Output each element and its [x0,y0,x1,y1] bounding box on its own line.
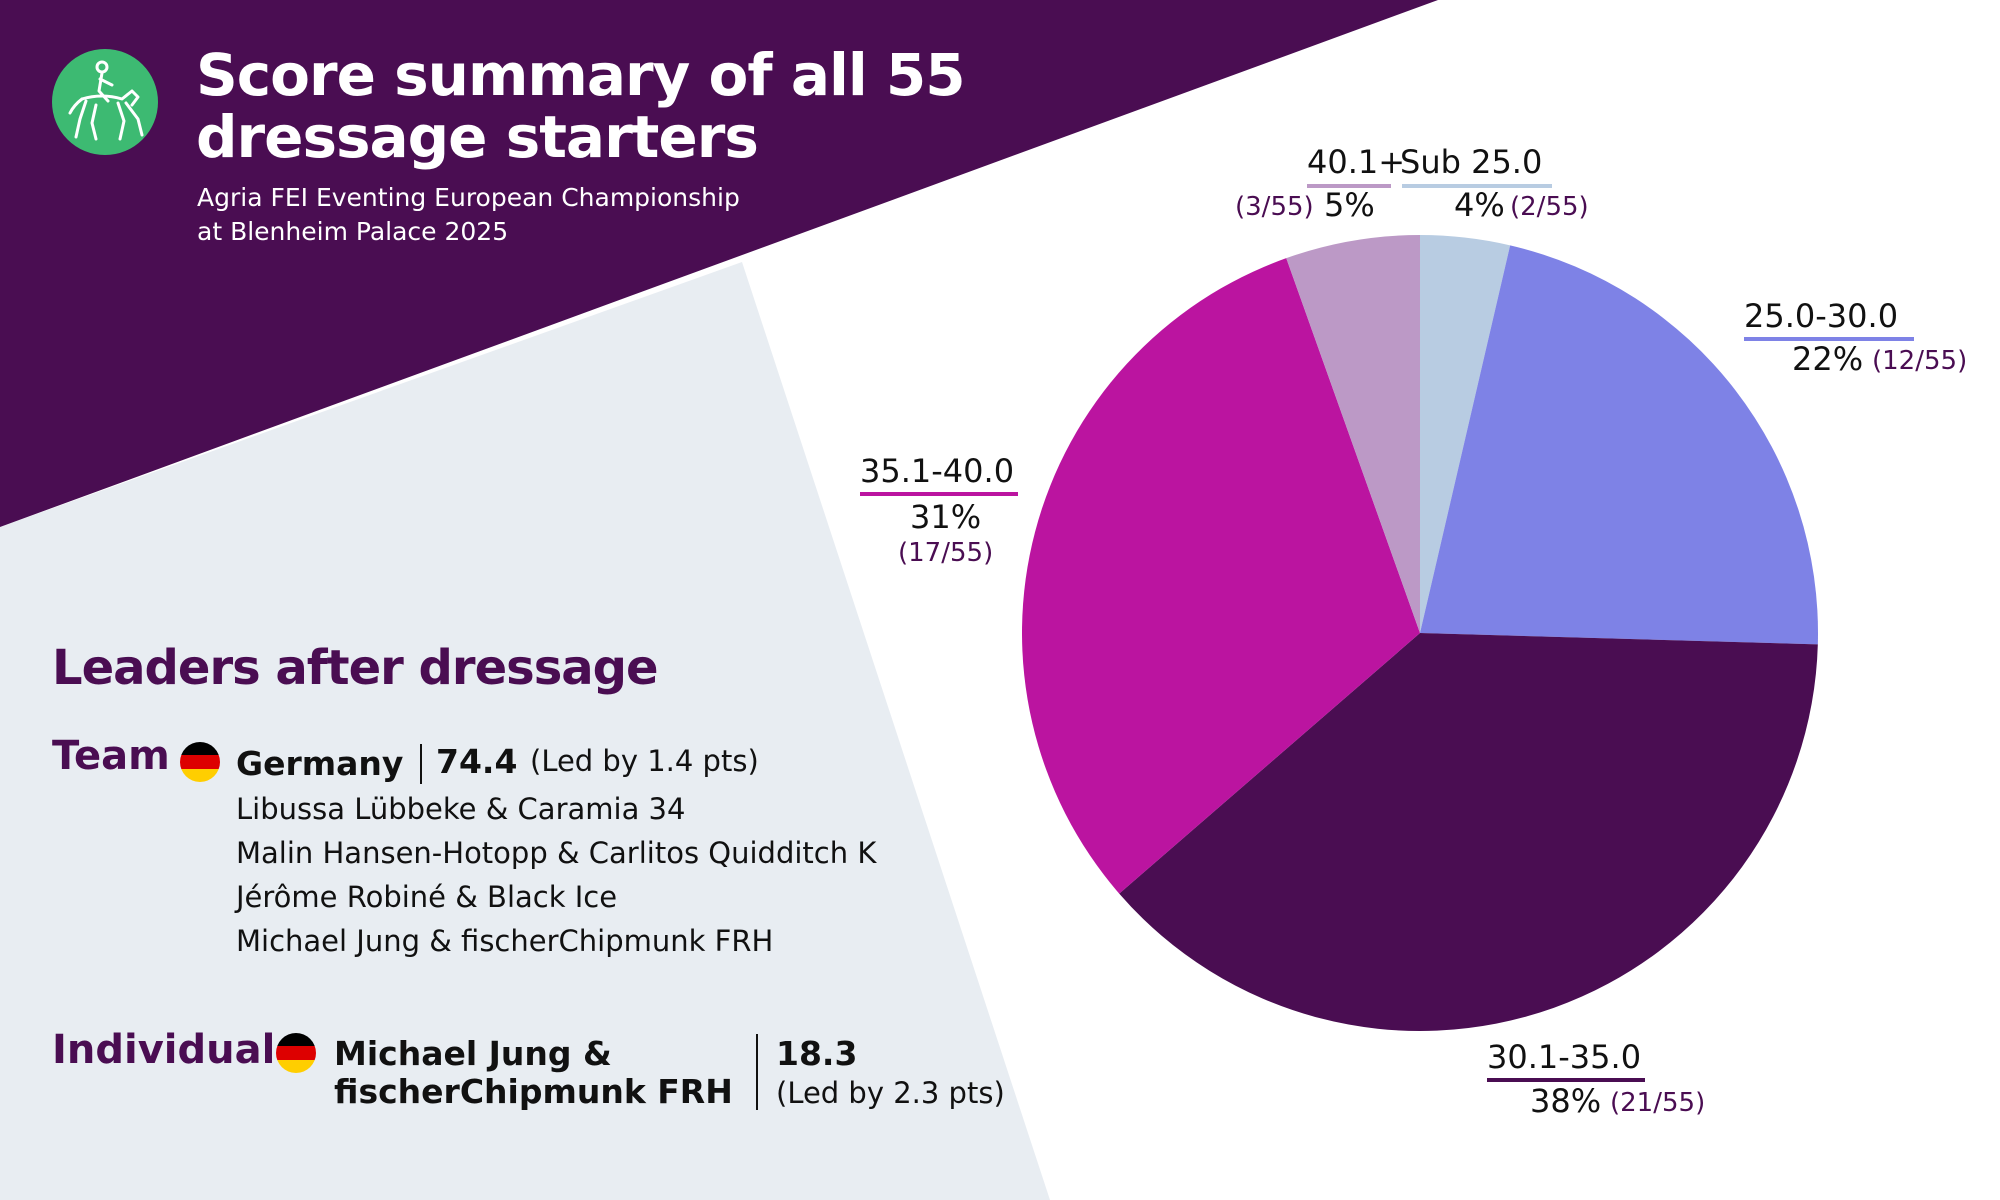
pie-slice-sub-25-0 [1420,235,1511,633]
slice-count-35-40: (17/55) [898,538,994,568]
logo [52,49,158,155]
pie-slices [1021,235,1818,1031]
team-rider-3: Jérôme Robiné & Black Ice [236,880,618,914]
divider [420,744,422,784]
individual-name-line-1: Michael Jung & [334,1034,612,1073]
slice-percent-sub-25: 4% [1454,186,1505,224]
grey-panel [0,262,1050,1200]
title-line-1: Score summary of all 55 [196,41,966,109]
individual-score: 18.3 [776,1034,858,1073]
pie-slice-35-1-40-0 [1021,258,1420,894]
slice-percent-25-30: 22% [1792,340,1864,378]
team-rider-2: Malin Hansen-Hotopp & Carlitos Quidditch… [236,836,877,870]
dressage-rider-icon [68,60,144,141]
pie-slice-25-0-30-0 [1420,245,1818,645]
team-rider-4: Michael Jung & fischerChipmunk FRH [236,924,774,958]
team-country: Germany [236,744,404,783]
slice-label-sub-25: Sub 25.0 [1400,143,1543,181]
individual-label: Individual [52,1027,276,1073]
slice-underline-40-plus [1307,184,1391,188]
slice-label-30-35: 30.1-35.0 [1487,1038,1642,1076]
individual-margin: (Led by 2.3 pts) [776,1076,1005,1110]
slice-label-35-40: 35.1-40.0 [860,452,1015,490]
subtitle-line-2: at Blenheim Palace 2025 [197,217,509,246]
slice-percent-30-35: 38% [1530,1082,1602,1120]
slice-count-sub-25: (2/55) [1510,192,1589,222]
slice-label-40-plus: 40.1+ [1307,143,1406,181]
slice-count-40-plus: (3/55) [1235,192,1314,222]
individual-name-line-2: fischerChipmunk FRH [334,1072,733,1111]
slice-percent-35-40: 31% [910,498,982,536]
purple-header-band [0,0,1438,527]
slice-underline-sub-25 [1402,184,1552,188]
divider [756,1034,758,1110]
title-line-2: dressage starters [196,103,759,171]
subtitle-line-1: Agria FEI Eventing European Championship [197,183,740,212]
slice-underline-30-35 [1487,1078,1645,1082]
page-title: Score summary of all 55 dressage starter… [196,44,1056,168]
leaders-heading: Leaders after dressage [52,640,659,696]
team-score: 74.4 [436,742,518,781]
slice-underline-25-30 [1744,337,1914,341]
slice-underline-35-40 [860,492,1018,496]
slice-label-25-30: 25.0-30.0 [1744,297,1899,335]
pie-slice-30-1-35-0 [1119,633,1818,1031]
team-label: Team [52,733,170,779]
germany-flag-icon [180,742,220,782]
slice-percent-40-plus: 5% [1324,186,1375,224]
team-rider-1: Libussa Lübbeke & Caramia 34 [236,792,686,826]
germany-flag-icon [276,1033,316,1073]
slice-count-25-30: (12/55) [1872,346,1968,376]
pie-slice-40-1 [1286,235,1420,633]
team-margin: (Led by 1.4 pts) [530,744,759,778]
subtitle: Agria FEI Eventing European Championship… [197,181,897,249]
slice-count-30-35: (21/55) [1610,1088,1706,1118]
